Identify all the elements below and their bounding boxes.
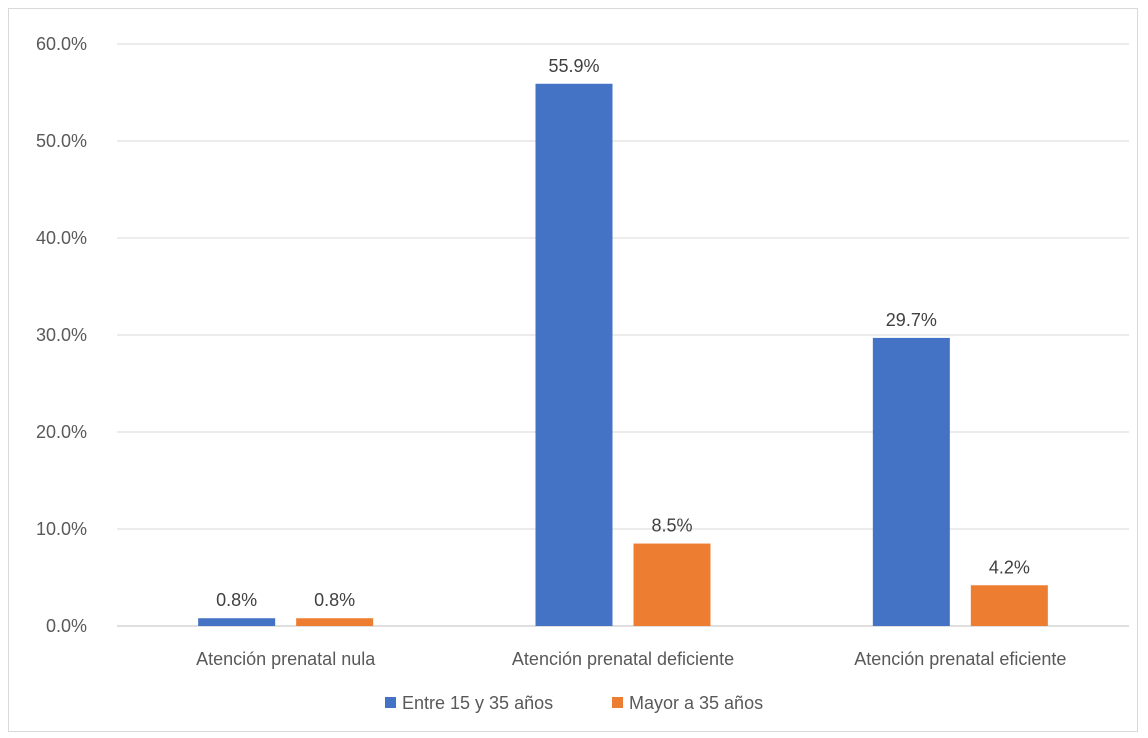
bar <box>970 585 1048 626</box>
gridlines <box>117 43 1129 627</box>
x-tick-label: Atención prenatal nula <box>196 649 376 669</box>
y-tick-label: 0.0% <box>46 616 87 636</box>
y-tick-label: 60.0% <box>36 34 87 54</box>
data-labels: 0.8% 0.8% 55.9% 8.5% 29.7% 4.2% <box>216 56 1030 610</box>
chart-container: 0.0% 10.0% 20.0% 30.0% 40.0% 50.0% 60.0% 0.8% 0… <box>8 8 1138 732</box>
data-label: 4.2% <box>989 557 1030 577</box>
bar <box>296 618 374 626</box>
bars <box>198 83 1048 626</box>
legend-swatch <box>612 697 623 708</box>
x-tick-label: Atención prenatal eficiente <box>854 649 1066 669</box>
data-label: 0.8% <box>314 590 355 610</box>
legend-swatch <box>385 697 396 708</box>
bar <box>198 618 276 626</box>
bar <box>535 83 613 626</box>
legend-label: Mayor a 35 años <box>629 693 763 713</box>
legend: Entre 15 y 35 años Mayor a 35 años <box>385 693 763 713</box>
y-tick-label: 20.0% <box>36 422 87 442</box>
data-label: 8.5% <box>651 516 692 536</box>
y-tick-label: 40.0% <box>36 228 87 248</box>
x-axis-category-labels: Atención prenatal nula Atención prenatal … <box>196 649 1066 669</box>
data-label: 0.8% <box>216 590 257 610</box>
data-label: 29.7% <box>886 310 937 330</box>
y-tick-label: 50.0% <box>36 131 87 151</box>
y-axis-tick-labels: 0.0% 10.0% 20.0% 30.0% 40.0% 50.0% 60.0% <box>36 34 87 636</box>
data-label: 55.9% <box>548 56 599 76</box>
bar <box>633 543 711 626</box>
bar-chart: 0.0%10.0%20.0%30.0%40.0%50.0%60.0% 0.8% 0… <box>36 34 1129 713</box>
bar <box>872 337 950 626</box>
legend-label: Entre 15 y 35 años <box>402 693 553 713</box>
x-tick-label: Atención prenatal deficiente <box>512 649 734 669</box>
y-tick-label: 10.0% <box>36 519 87 539</box>
y-tick-label: 30.0% <box>36 325 87 345</box>
